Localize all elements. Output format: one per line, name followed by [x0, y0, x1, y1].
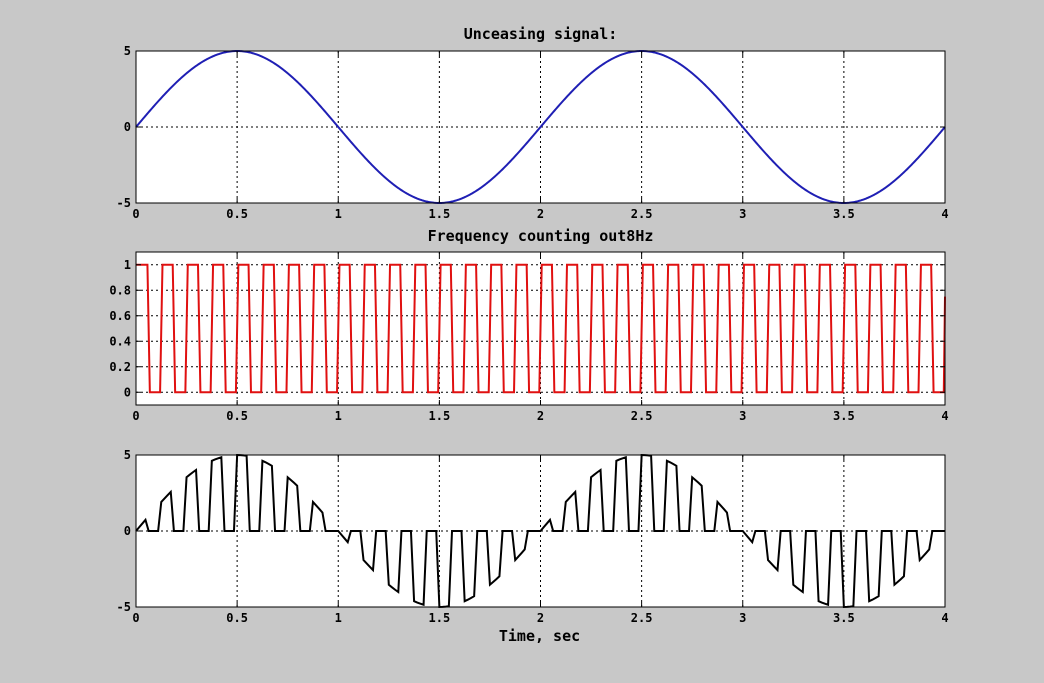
x-tick-label: 0	[132, 409, 139, 423]
y-tick-label: 0.2	[109, 360, 131, 374]
x-tick-label: 3.5	[833, 207, 855, 221]
plot-square-wave: 0 0.5 1 1.5 2 2.5 3 3.5 4 0 0.2 0.4 0.6 0.8 1 Frequency…	[109, 227, 948, 423]
x-tick-label: 2.5	[631, 207, 653, 221]
x-tick-label: 4	[941, 611, 948, 625]
y-tick-label: 1	[124, 258, 131, 272]
x-tick-label: 1	[335, 611, 342, 625]
y-tick-label: 0	[124, 120, 131, 134]
x-tick-label: 2	[537, 409, 544, 423]
x-tick-label: 0	[132, 207, 139, 221]
x-tick-label: 2.5	[631, 409, 653, 423]
y-tick-label: 5	[124, 44, 131, 58]
x-tick-label: 1	[335, 207, 342, 221]
x-tick-label: 0.5	[226, 207, 248, 221]
x-tick-label: 4	[941, 409, 948, 423]
x-tick-label: 1.5	[429, 611, 451, 625]
x-tick-label: 1.5	[429, 409, 451, 423]
y-tick-label: 0	[124, 385, 131, 399]
x-tick-label: 1	[335, 409, 342, 423]
x-tick-label: 0	[132, 611, 139, 625]
x-tick-label: 2.5	[631, 611, 653, 625]
x-tick-label: 3.5	[833, 409, 855, 423]
x-tick-label: 2	[537, 207, 544, 221]
x-tick-label: 3	[739, 611, 746, 625]
y-tick-label: 0	[124, 524, 131, 538]
x-tick-label: 2	[537, 611, 544, 625]
y-tick-label: 5	[124, 448, 131, 462]
series-line	[135, 453, 945, 609]
chart-title: Frequency counting out8Hz	[428, 227, 654, 245]
y-tick-label: -5	[117, 600, 131, 614]
y-tick-label: 0.8	[109, 283, 131, 297]
x-tick-label: 3	[739, 207, 746, 221]
series-line	[136, 263, 946, 394]
x-axis-label: Time, sec	[499, 627, 580, 645]
x-tick-label: 0.5	[226, 409, 248, 423]
x-tick-label: 0.5	[226, 611, 248, 625]
x-tick-label: 3	[739, 409, 746, 423]
chart-title: Unceasing signal:	[464, 25, 618, 43]
y-tick-label: -5	[117, 196, 131, 210]
y-tick-label: 0.6	[109, 309, 131, 323]
x-tick-label: 3.5	[833, 611, 855, 625]
x-tick-label: 1.5	[429, 207, 451, 221]
x-tick-label: 4	[941, 207, 948, 221]
y-tick-label: 0.4	[109, 334, 131, 348]
series-line	[135, 49, 946, 205]
